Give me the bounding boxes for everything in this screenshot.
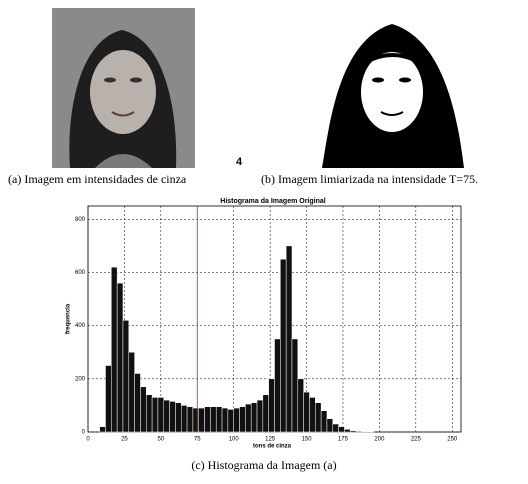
histogram-bar <box>251 403 257 432</box>
histogram-bar <box>240 407 246 432</box>
x-tick-label: 50 <box>158 437 165 443</box>
y-tick-label: 400 <box>75 323 86 329</box>
histogram-bar <box>135 374 141 432</box>
histogram-bar <box>164 400 170 432</box>
page-number: 4 <box>236 156 243 168</box>
histogram-bar <box>199 408 205 432</box>
histogram-bar <box>181 405 187 432</box>
histogram-bar <box>105 366 111 432</box>
histogram-bar <box>129 352 135 432</box>
histogram-bar <box>327 419 333 432</box>
x-tick-label: 75 <box>194 437 201 443</box>
x-axis-label: tons de cinza <box>253 444 292 450</box>
histogram-bar <box>339 427 345 432</box>
histogram-bar <box>228 409 234 432</box>
histogram-bar <box>362 431 368 432</box>
histogram-bar <box>298 379 304 432</box>
histogram-bar <box>245 404 251 432</box>
y-axis-label: frequencia <box>66 303 72 334</box>
histogram-bar <box>315 403 321 432</box>
x-tick-label: 175 <box>338 437 349 443</box>
histogram-bar <box>216 407 222 432</box>
histogram-bar <box>146 395 152 432</box>
x-tick-label: 0 <box>86 437 90 443</box>
y-tick-label: 200 <box>75 376 86 382</box>
x-tick-label: 150 <box>302 437 313 443</box>
histogram-bar <box>350 431 356 432</box>
histogram-bar <box>205 407 211 432</box>
histogram-bar <box>193 408 199 432</box>
histogram-bar <box>269 379 275 432</box>
x-tick-label: 200 <box>374 437 385 443</box>
histogram-bar <box>333 424 339 432</box>
histogram-bar <box>117 283 123 432</box>
histogram-bar <box>187 407 193 432</box>
histogram-bar <box>152 397 158 432</box>
histogram-bar <box>210 407 216 432</box>
thresholded-photo <box>321 8 465 168</box>
y-tick-label: 0 <box>82 430 86 436</box>
x-tick-label: 125 <box>265 437 276 443</box>
histogram-bar <box>111 267 117 432</box>
histogram-bar <box>222 408 228 432</box>
y-tick-label: 600 <box>75 270 86 276</box>
histogram-bar <box>140 387 146 432</box>
histogram-bar <box>304 392 310 432</box>
histogram-bar <box>344 429 350 432</box>
x-tick-label: 225 <box>411 437 422 443</box>
figure-page: (a) Imagem em intensidades de cinza 4 (b… <box>0 0 528 479</box>
histogram-bar <box>100 427 106 432</box>
x-tick-label: 250 <box>447 437 458 443</box>
histogram-bar <box>123 320 129 432</box>
histogram-bar <box>170 401 176 432</box>
x-tick-label: 100 <box>229 437 240 443</box>
histogram-bar <box>263 395 269 432</box>
caption-c: (c) Histograma da Imagem (a) <box>191 458 336 472</box>
histogram-bar <box>275 339 281 432</box>
histogram-bar <box>309 397 315 432</box>
x-tick-label: 25 <box>121 437 128 443</box>
caption-a: (a) Imagem em intensidades de cinza <box>8 172 187 186</box>
histogram-bar <box>158 397 164 432</box>
y-tick-label: 800 <box>75 217 86 223</box>
histogram-bar <box>234 408 240 432</box>
histogram-bar <box>292 339 298 432</box>
histogram: 0 200 400 600 800 0 25 50 75 100 125 150 175 200 225 25… <box>75 206 461 443</box>
histogram-bar <box>286 246 292 432</box>
caption-b: (b) Imagem limiarizada na intensidade T=… <box>261 172 478 186</box>
histogram-bar <box>280 259 286 432</box>
chart-title: Histograma da Imagem Original <box>220 198 325 205</box>
histogram-bar <box>356 431 362 432</box>
grayscale-photo <box>52 8 195 168</box>
histogram-bar <box>321 411 327 432</box>
histogram-bar <box>257 400 263 432</box>
histogram-bar <box>175 403 181 432</box>
